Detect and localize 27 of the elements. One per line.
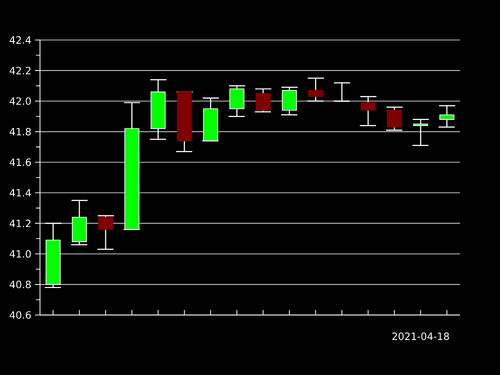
candlestick <box>360 96 377 126</box>
y-tick-label: 41.4 <box>10 189 31 196</box>
candlestick <box>386 106 403 131</box>
y-tick-label: 41.8 <box>10 128 31 136</box>
candlestick <box>44 222 62 288</box>
candlestick <box>70 200 88 246</box>
candlestick <box>412 118 430 146</box>
y-tick-label: 41.0 <box>10 250 31 258</box>
candlestick <box>280 86 298 116</box>
y-tick-label: 42.0 <box>10 97 31 105</box>
y-tick-label: 41.6 <box>10 158 31 166</box>
y-tick-label: 40.6 <box>10 311 31 319</box>
y-tick-label: 42.4 <box>10 36 31 44</box>
y-tick-label: 41.2 <box>10 220 30 228</box>
y-tick-label: 40.8 <box>10 280 31 288</box>
candlestick <box>254 88 272 112</box>
candlestick <box>307 78 324 102</box>
candlestick <box>228 85 246 117</box>
candlestick <box>150 79 167 140</box>
candlestick <box>176 91 193 152</box>
x-tick-label: 2021-04-18 <box>392 332 449 340</box>
y-tick-label: 42.2 <box>10 66 30 74</box>
candlestick <box>123 102 140 230</box>
candlestick <box>438 105 456 128</box>
candlestick <box>202 98 220 142</box>
candlestick <box>333 82 350 102</box>
candlestick <box>97 215 114 250</box>
